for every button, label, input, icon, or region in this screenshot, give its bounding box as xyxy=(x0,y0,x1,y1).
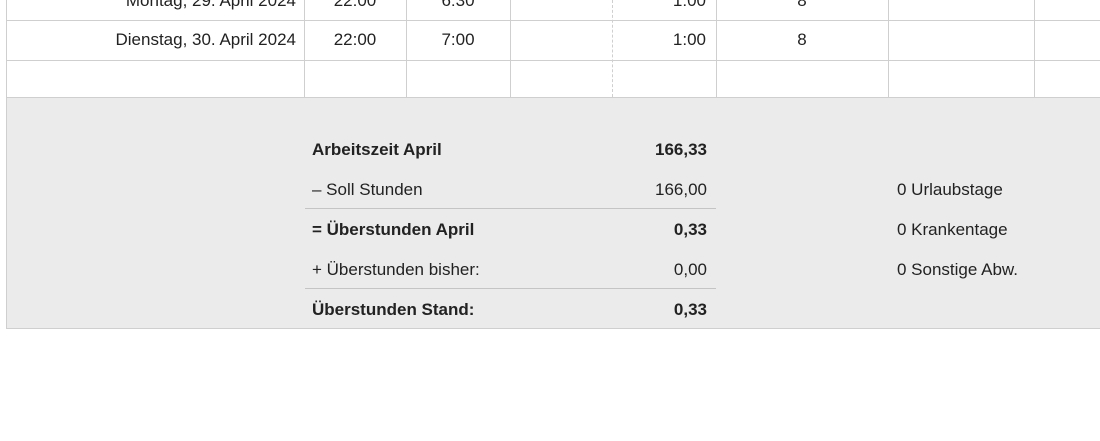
summary-value: 0,00 xyxy=(673,260,707,279)
count-cell: 8 xyxy=(797,30,807,49)
cell-border xyxy=(1034,0,1035,97)
summary-label: + Überstunden bisher: xyxy=(312,260,480,279)
summary-panel xyxy=(6,97,1100,329)
row-border xyxy=(6,20,1100,21)
date-cell: Montag, 29. April 2024 xyxy=(125,0,296,10)
cell-border xyxy=(612,0,613,97)
date-cell: Dienstag, 30. April 2024 xyxy=(115,30,296,49)
summary-value: 0,33 xyxy=(673,300,707,319)
start-cell: 22:00 xyxy=(333,0,377,10)
cell-border xyxy=(406,0,407,97)
divider xyxy=(305,288,716,289)
summary-value: 166,00 xyxy=(655,180,707,199)
absence: 0 Sonstige Abw. xyxy=(897,260,1018,279)
cell-border xyxy=(716,0,717,97)
start-cell: 22:00 xyxy=(333,30,377,49)
cell-border xyxy=(510,0,511,97)
cell-border xyxy=(6,0,7,97)
cell-border xyxy=(304,0,305,97)
duration-cell: 1:00 xyxy=(672,30,706,49)
absence: 0 Krankentage xyxy=(897,220,1008,239)
summary-value: 166,33 xyxy=(655,140,707,159)
summary-label: – Soll Stunden xyxy=(312,180,423,199)
summary-label: Überstunden Stand: xyxy=(312,300,475,319)
absence: 0 Urlaubstage xyxy=(897,180,1003,199)
summary-value: 0,33 xyxy=(673,220,707,239)
cell-border xyxy=(888,0,889,97)
end-cell: 6:30 xyxy=(441,0,475,10)
summary-label: Arbeitszeit April xyxy=(312,140,442,159)
end-cell: 7:00 xyxy=(441,30,475,49)
divider xyxy=(305,208,716,209)
row-border xyxy=(6,60,1100,61)
count-cell: 8 xyxy=(797,0,807,10)
summary-label: = Überstunden April xyxy=(312,220,475,239)
duration-cell: 1:00 xyxy=(672,0,706,10)
